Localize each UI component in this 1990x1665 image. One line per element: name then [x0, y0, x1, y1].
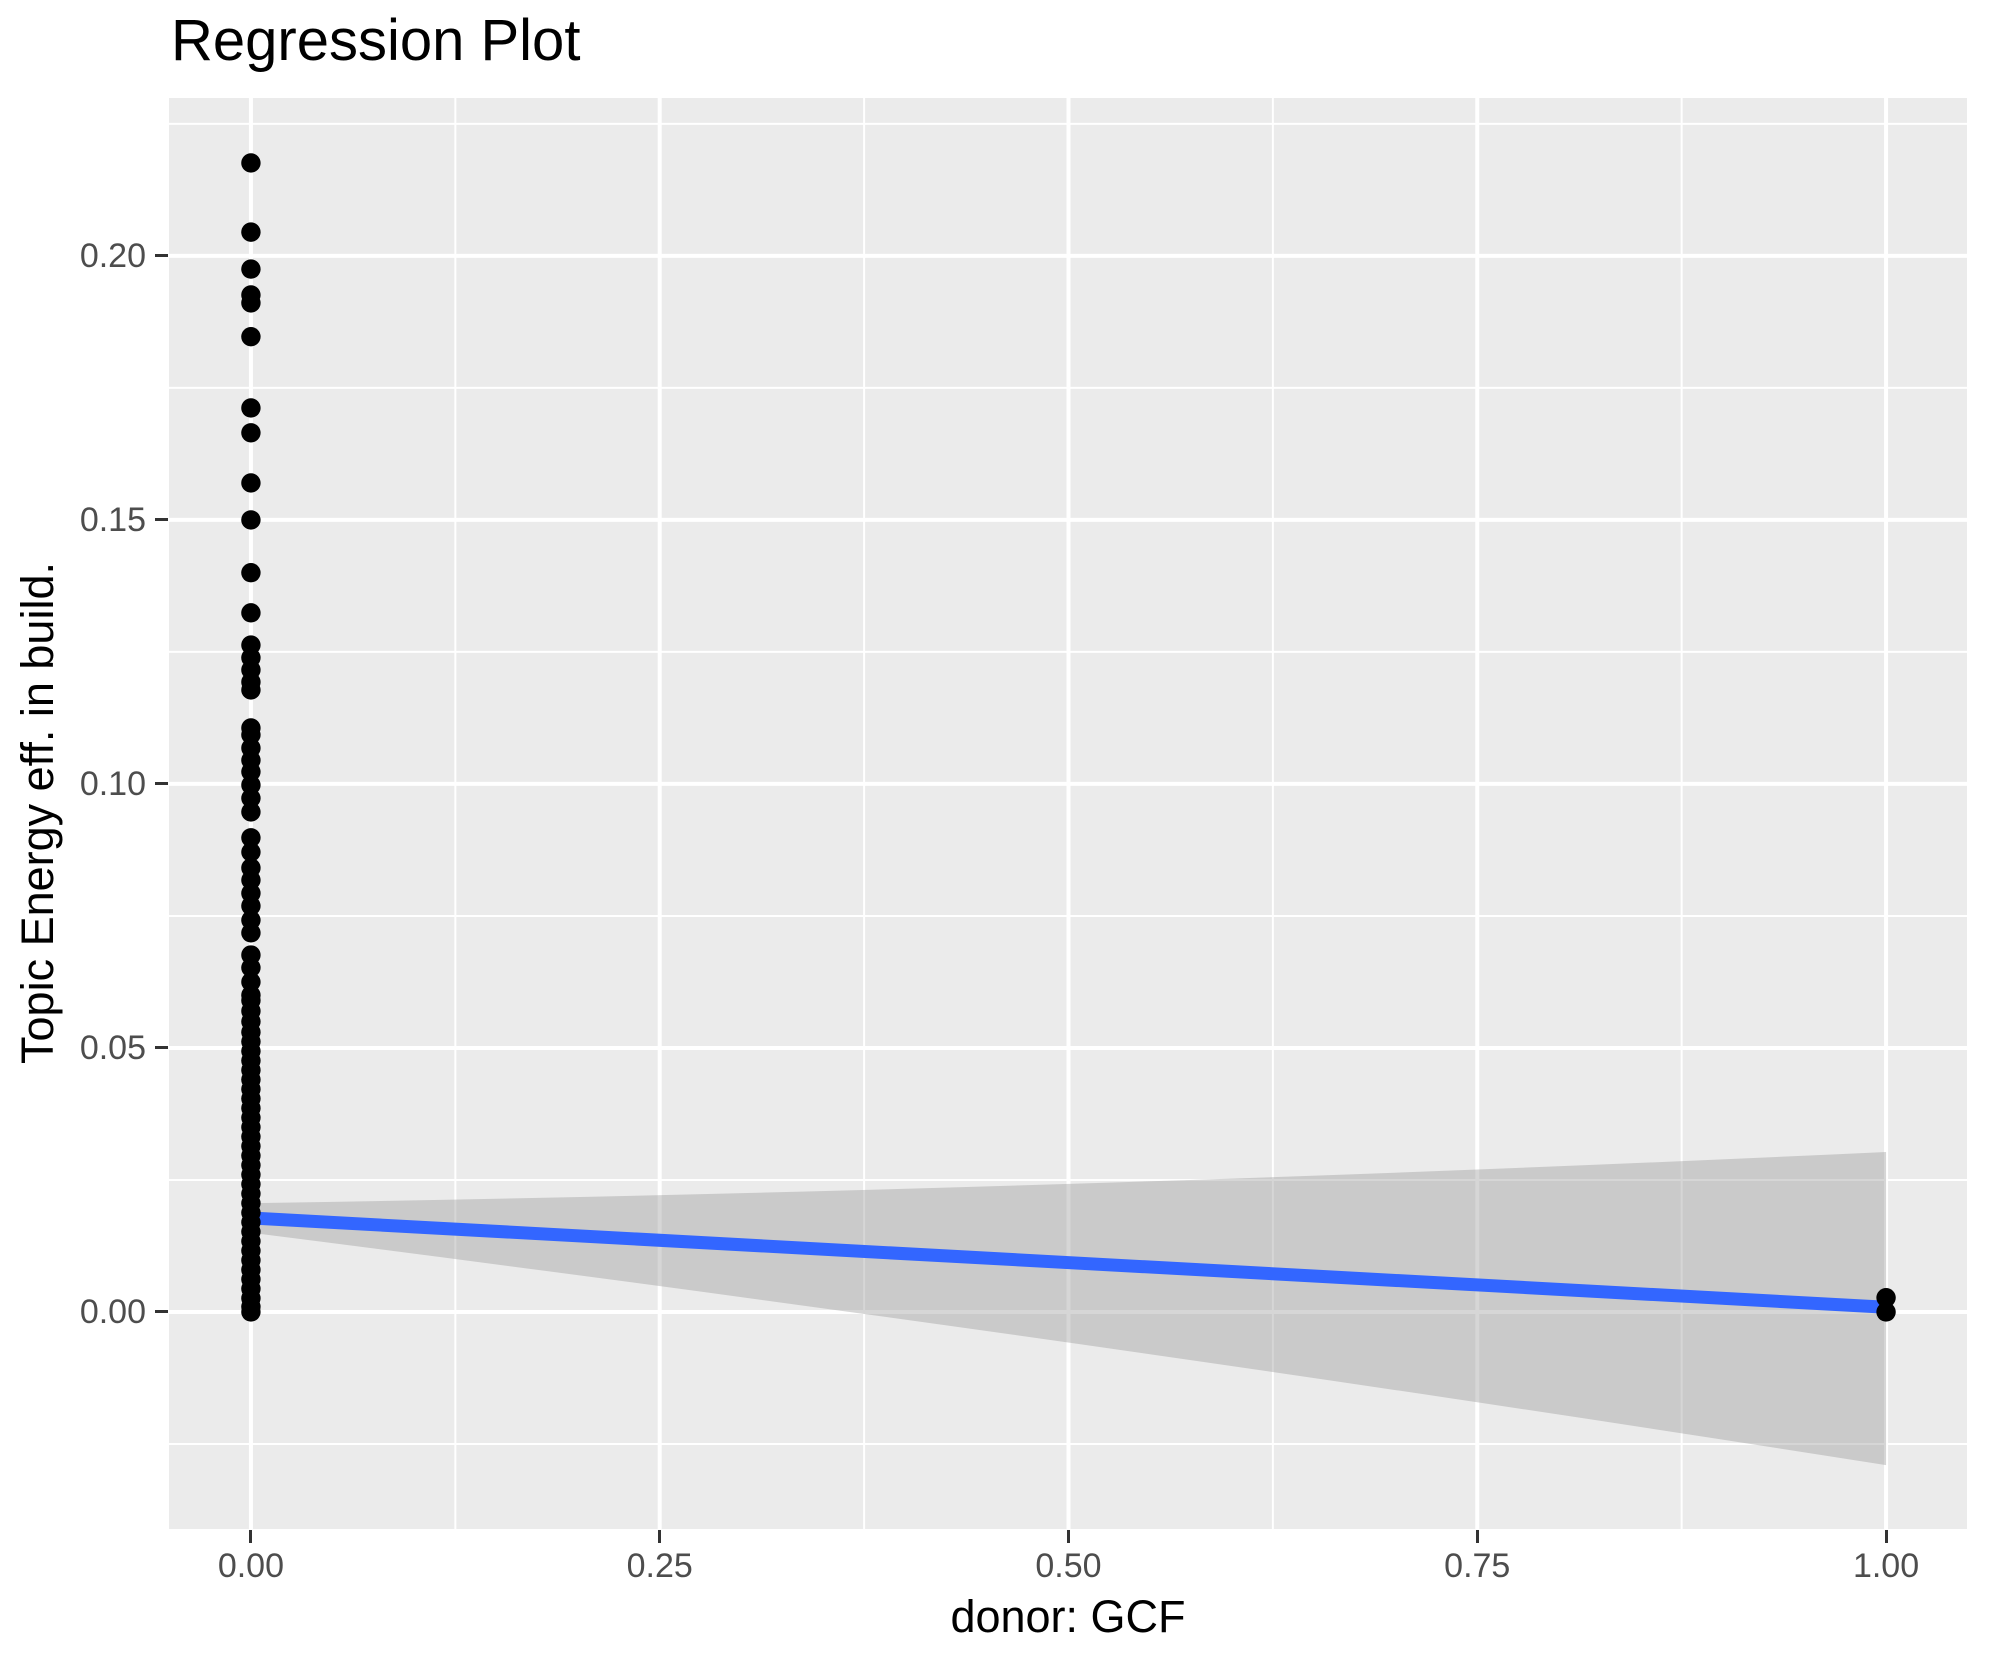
- y-axis-tick-label: 0.20: [79, 236, 146, 275]
- x-axis-tick: [1066, 1530, 1070, 1543]
- y-axis-tick-label: 0.10: [79, 764, 146, 803]
- x-axis-tick-label: 0.75: [1444, 1547, 1511, 1585]
- y-axis-tick: [155, 1310, 168, 1314]
- data-point: [241, 802, 261, 822]
- y-axis-tick-label: 0.00: [79, 1292, 146, 1331]
- data-point: [241, 293, 261, 313]
- x-axis-tick-label: 1.00: [1852, 1547, 1920, 1585]
- y-axis-title: Topic Energy eff. in build.: [12, 562, 63, 1064]
- data-point: [241, 510, 261, 530]
- x-axis-tick: [249, 1530, 253, 1543]
- data-point: [241, 326, 261, 347]
- data-point: [241, 680, 261, 700]
- y-axis-tick-label: 0.05: [79, 1028, 146, 1067]
- data-point: [241, 842, 261, 862]
- regression-line: [250, 1211, 1887, 1314]
- data-point: [241, 473, 261, 493]
- plot-canvas: [169, 98, 1967, 1529]
- data-point: [241, 563, 261, 583]
- y-axis-tick: [155, 254, 168, 258]
- data-point: [1876, 1302, 1896, 1322]
- data-point: [241, 423, 261, 443]
- x-axis-tick: [658, 1530, 662, 1543]
- y-axis-tick: [155, 518, 168, 522]
- x-axis-tick: [1475, 1530, 1479, 1543]
- data-point: [241, 259, 261, 279]
- x-axis-title: donor: GCF: [950, 1591, 1186, 1642]
- data-point: [241, 398, 261, 418]
- data-point: [241, 1302, 261, 1322]
- y-axis-tick-label: 0.15: [79, 500, 146, 539]
- data-point: [241, 603, 261, 623]
- data-point: [1876, 1288, 1896, 1308]
- x-axis-tick-label: 0.50: [1035, 1547, 1102, 1585]
- x-axis-tick-label: 0.00: [217, 1547, 284, 1585]
- plot-title: Regression Plot: [171, 8, 581, 73]
- data-point: [241, 788, 261, 808]
- x-axis-tick-label: 0.25: [626, 1547, 693, 1585]
- confidence-ribbon: [250, 1151, 1887, 1466]
- data-point: [241, 957, 261, 978]
- data-point: [241, 923, 261, 943]
- plot-panel: [169, 98, 1967, 1529]
- data-point: [241, 222, 261, 242]
- data-point: [241, 153, 261, 173]
- y-axis-tick: [155, 782, 168, 786]
- data-point: [241, 896, 261, 916]
- x-axis-tick: [1884, 1530, 1888, 1543]
- data-point: [241, 828, 261, 848]
- y-axis-tick: [155, 1046, 168, 1050]
